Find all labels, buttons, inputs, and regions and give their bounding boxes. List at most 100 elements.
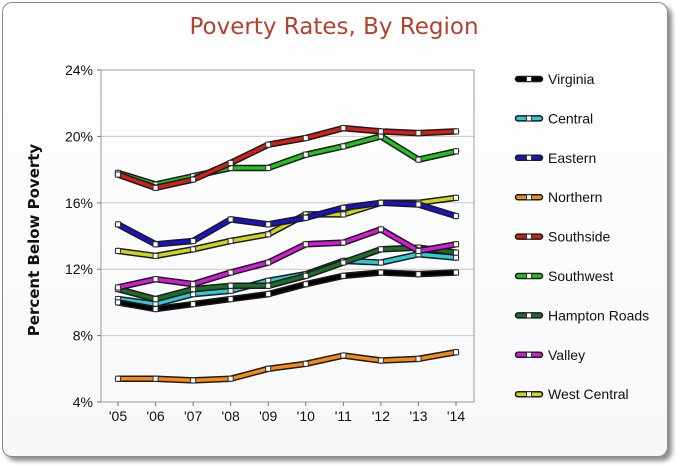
data-point	[302, 241, 309, 248]
data-point	[377, 357, 384, 364]
data-point	[227, 269, 234, 276]
data-point	[152, 306, 159, 313]
legend-label: Valley	[548, 347, 585, 363]
data-point	[340, 259, 347, 266]
legend-label: Eastern	[548, 150, 596, 166]
y-tick-label: 16%	[65, 195, 93, 211]
data-point	[453, 148, 459, 155]
data-point	[415, 201, 422, 208]
data-point	[115, 171, 121, 178]
data-point	[415, 355, 422, 362]
data-point	[265, 231, 272, 238]
data-point	[302, 272, 309, 279]
y-tick-label: 24%	[65, 62, 93, 78]
data-point	[190, 246, 197, 253]
legend-item-northern: Northern	[514, 189, 602, 205]
data-point	[115, 375, 121, 382]
data-point	[526, 154, 532, 161]
data-point	[377, 128, 384, 135]
data-point	[227, 216, 234, 223]
data-point	[453, 128, 459, 135]
data-point	[115, 221, 121, 228]
chart-title: Poverty Rates, By Region	[189, 14, 478, 40]
series-line	[116, 245, 458, 301]
data-point	[265, 291, 272, 298]
data-point	[190, 301, 197, 308]
data-point	[453, 349, 459, 356]
x-tick-label: '08	[222, 408, 240, 424]
data-point	[340, 211, 347, 218]
data-point	[377, 246, 384, 253]
series-line	[116, 126, 458, 190]
data-point	[152, 276, 159, 283]
data-point	[227, 375, 234, 382]
legend-label: Southside	[548, 229, 610, 245]
data-point	[377, 226, 384, 233]
legend-item-central: Central	[514, 110, 593, 126]
legend-item-southwest: Southwest	[514, 268, 613, 284]
y-tick-label: 8%	[73, 328, 93, 344]
series-line	[116, 201, 458, 247]
legend-item-west-central: West Central	[514, 386, 629, 402]
data-point	[227, 159, 234, 166]
data-point	[190, 377, 197, 384]
data-point	[152, 184, 159, 191]
data-point	[526, 115, 532, 122]
data-point	[152, 375, 159, 382]
data-point	[190, 237, 197, 244]
data-point	[415, 156, 422, 163]
y-axis-ticks: 4% 8% 12% 16% 20% 24%	[65, 62, 101, 410]
series-line	[116, 227, 458, 290]
data-point	[152, 241, 159, 248]
series-valley	[114, 226, 460, 291]
data-point	[453, 269, 459, 276]
legend-item-valley: Valley	[514, 347, 585, 363]
plot-area	[100, 69, 475, 403]
gridlines	[101, 135, 474, 337]
legend: Virginia Central Eastern Northern Southside S…	[514, 71, 649, 402]
data-point	[190, 281, 197, 288]
plot-border	[100, 69, 475, 403]
x-tick-label: '05	[109, 408, 127, 424]
y-tick-label: 4%	[73, 394, 93, 410]
data-point	[526, 351, 532, 358]
data-point	[526, 76, 532, 82]
data-point	[526, 312, 532, 319]
data-point	[340, 352, 347, 359]
legend-item-hampton-roads: Hampton Roads	[514, 307, 649, 323]
series-lines	[114, 124, 460, 384]
legend-label: Northern	[548, 189, 602, 205]
data-point	[152, 296, 159, 303]
data-point	[265, 365, 272, 372]
series-northern	[114, 348, 460, 384]
chart-frame	[2, 2, 668, 457]
legend-item-southside: Southside	[514, 229, 610, 245]
legend-item-eastern: Eastern	[514, 150, 596, 166]
x-tick-label: '09	[259, 408, 277, 424]
data-point	[415, 271, 422, 278]
data-point	[302, 135, 309, 142]
series-eastern	[114, 199, 460, 248]
legend-label: Hampton Roads	[548, 307, 649, 323]
data-point	[340, 143, 347, 150]
data-point	[115, 284, 121, 291]
data-point	[526, 391, 532, 398]
x-tick-label: '13	[409, 408, 427, 424]
legend-label: Central	[548, 110, 593, 126]
y-tick-label: 12%	[65, 261, 93, 277]
data-point	[265, 259, 272, 266]
data-point	[227, 237, 234, 244]
legend-item-virginia: Virginia	[514, 71, 595, 87]
data-point	[265, 141, 272, 148]
x-axis-ticks: '05 '06 '07 '08 '09 '10 '11 '12 '13 '14	[109, 402, 465, 424]
x-tick-label: '11	[335, 408, 352, 424]
data-point	[453, 241, 459, 248]
data-point	[115, 299, 121, 306]
data-point	[302, 360, 309, 367]
x-tick-label: '06	[146, 408, 164, 424]
data-point	[526, 194, 532, 201]
data-point	[377, 259, 384, 266]
data-point	[340, 272, 347, 279]
series-virginia	[114, 269, 460, 313]
